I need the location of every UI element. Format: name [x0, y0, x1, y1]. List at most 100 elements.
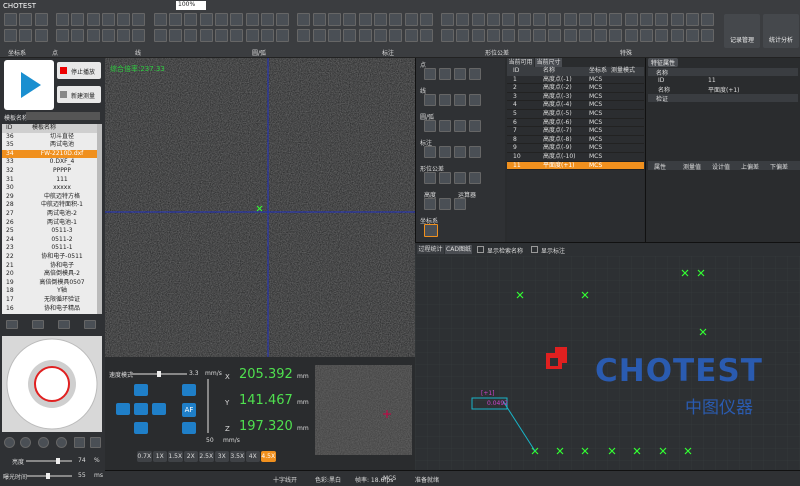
- tool-icon[interactable]: [260, 13, 274, 26]
- tool-icon[interactable]: [55, 13, 69, 26]
- tool-icon[interactable]: [184, 13, 198, 26]
- list-row[interactable]: 16 协和电子精品: [2, 305, 97, 314]
- zoom-button[interactable]: 1.5X: [168, 451, 183, 462]
- tool-icon[interactable]: [670, 29, 684, 42]
- jog-buttons[interactable]: AF: [109, 381, 219, 447]
- palette-icon[interactable]: [424, 94, 436, 106]
- tool-icon[interactable]: [487, 13, 500, 26]
- tool-icon[interactable]: [532, 29, 546, 42]
- tool-icon[interactable]: [184, 29, 198, 42]
- tool-icon[interactable]: [609, 13, 623, 26]
- record-button[interactable]: 记录管理: [724, 14, 760, 48]
- tool-icon[interactable]: [389, 13, 403, 26]
- tool-icon[interactable]: [343, 29, 357, 42]
- tool-icon[interactable]: [563, 13, 577, 26]
- list-row[interactable]: 27 两试电池-2: [2, 210, 97, 219]
- zoom-button[interactable]: 1X: [152, 451, 167, 462]
- tool-icon[interactable]: [343, 13, 357, 26]
- list-row[interactable]: 18 Y轴: [2, 287, 97, 296]
- tool-icon[interactable]: [34, 13, 48, 26]
- tool-icon[interactable]: [419, 13, 433, 26]
- palette-icon[interactable]: [439, 146, 451, 158]
- table-row[interactable]: 7 高度点(-7) MCS: [507, 127, 644, 136]
- tool-icon[interactable]: [169, 13, 182, 26]
- tool-icon[interactable]: [441, 13, 455, 26]
- table-tab[interactable]: 当前尺寸: [535, 58, 562, 67]
- tool-icon[interactable]: [594, 13, 608, 26]
- tool-icon[interactable]: [594, 29, 608, 42]
- table-row[interactable]: 2 高度点(-2) MCS: [507, 84, 644, 93]
- tool-icon[interactable]: [19, 29, 33, 42]
- tool-icon[interactable]: [578, 13, 592, 26]
- tool-icon[interactable]: [132, 29, 146, 42]
- brightness-slider[interactable]: [26, 458, 72, 464]
- tool-icon[interactable]: [701, 13, 715, 26]
- tool-icon[interactable]: [245, 13, 259, 26]
- tool-icon[interactable]: [487, 29, 500, 42]
- tool-icon[interactable]: [655, 13, 669, 26]
- list-row[interactable]: 17 无限循环验证: [2, 296, 97, 305]
- template-input[interactable]: [26, 112, 100, 120]
- tool-icon[interactable]: [19, 13, 33, 26]
- tool-icon[interactable]: [117, 13, 131, 26]
- tool-icon[interactable]: [245, 29, 259, 42]
- tool-icon[interactable]: [517, 29, 531, 42]
- tool-icon[interactable]: [86, 13, 100, 26]
- tool-icon[interactable]: [276, 13, 290, 26]
- palette-icon[interactable]: [439, 198, 451, 210]
- tool-icon[interactable]: [230, 29, 244, 42]
- table-row[interactable]: 8 高度点(-8) MCS: [507, 136, 644, 145]
- list-row[interactable]: 26 两试电池-1: [2, 219, 97, 228]
- cad-tab[interactable]: 过程统计: [417, 245, 444, 254]
- tool-icon[interactable]: [456, 13, 470, 26]
- palette-icon[interactable]: [424, 224, 438, 237]
- tool-icon[interactable]: [199, 29, 213, 42]
- tool-icon[interactable]: [685, 29, 699, 42]
- list-row[interactable]: 33 0.DXF_4: [2, 158, 97, 167]
- tool-icon[interactable]: [153, 13, 167, 26]
- list-row[interactable]: 22 协和电子-0511: [2, 253, 97, 262]
- tool-icon[interactable]: [548, 13, 562, 26]
- tool-icon[interactable]: [260, 29, 274, 42]
- tool-icon[interactable]: [624, 13, 638, 26]
- tool-icon[interactable]: [502, 13, 516, 26]
- palette-icon[interactable]: [439, 120, 451, 132]
- tool-icon[interactable]: [101, 13, 115, 26]
- tool-icon[interactable]: [55, 29, 69, 42]
- tool-icon[interactable]: [230, 13, 244, 26]
- list-row[interactable]: 23 0511-1: [2, 244, 97, 253]
- tool-icon[interactable]: [86, 29, 100, 42]
- tool-icon[interactable]: [624, 29, 638, 42]
- tool-icon[interactable]: [548, 29, 562, 42]
- tool-icon[interactable]: [502, 29, 516, 42]
- tool-icon[interactable]: [312, 13, 326, 26]
- cad-tab[interactable]: CAD图纸: [445, 245, 472, 254]
- palette-icon[interactable]: [454, 120, 466, 132]
- palette-icon[interactable]: [469, 94, 481, 106]
- scrollbar[interactable]: [97, 124, 102, 314]
- palette-icon[interactable]: [424, 120, 436, 132]
- tool-icon[interactable]: [578, 29, 592, 42]
- zoom-button[interactable]: 4.5X: [261, 451, 276, 462]
- palette-icon[interactable]: [469, 68, 481, 80]
- tool-icon[interactable]: [328, 29, 341, 42]
- tool-icon[interactable]: [312, 29, 326, 42]
- palette-icon[interactable]: [469, 172, 481, 184]
- list-row[interactable]: 25 0511-3: [2, 227, 97, 236]
- tool-icon[interactable]: [4, 29, 17, 42]
- tool-icon[interactable]: [419, 29, 433, 42]
- z-slider[interactable]: [207, 379, 209, 433]
- zoom-button[interactable]: 3X: [214, 451, 229, 462]
- zoom-button[interactable]: 3.5X: [230, 451, 245, 462]
- tool-icon[interactable]: [276, 29, 290, 42]
- palette-icon[interactable]: [424, 68, 436, 80]
- palette-icon[interactable]: [424, 172, 436, 184]
- play-button[interactable]: [4, 60, 54, 110]
- tool-icon[interactable]: [34, 29, 48, 42]
- list-row[interactable]: 29 中航迈特方格: [2, 193, 97, 202]
- tool-icon[interactable]: [456, 29, 470, 42]
- tool-icon[interactable]: [199, 13, 213, 26]
- table-row[interactable]: 9 高度点(-9) MCS: [507, 144, 644, 153]
- tool-icon[interactable]: [153, 29, 167, 42]
- tool-icon[interactable]: [358, 29, 372, 42]
